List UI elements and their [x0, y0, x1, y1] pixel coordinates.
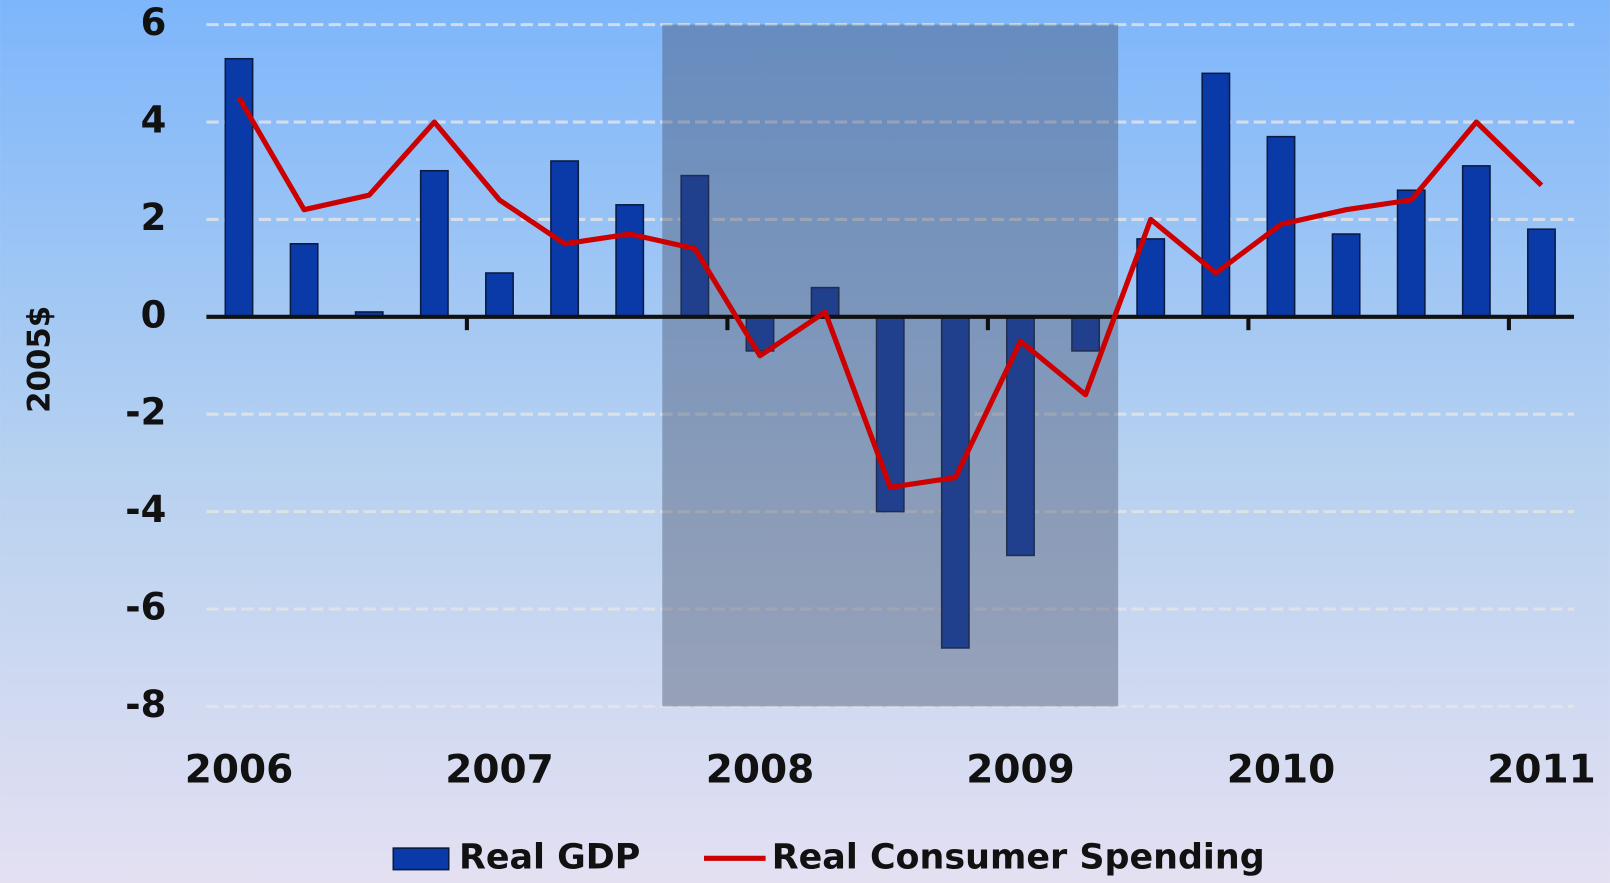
- x-tick-label: 2011: [1487, 748, 1596, 793]
- x-tick-label: 2009: [966, 748, 1075, 793]
- y-axis-label: 2005$: [22, 306, 58, 413]
- legend-label: Real Consumer Spending: [772, 837, 1265, 877]
- line: [236, 96, 1544, 490]
- bar: [1461, 165, 1491, 318]
- y-tick-label: -2: [125, 391, 166, 434]
- y-tick-label: 4: [141, 99, 167, 142]
- bar: [224, 57, 254, 318]
- bar: [1527, 228, 1556, 318]
- x-tick-label: 2008: [706, 748, 815, 793]
- bar: [289, 243, 319, 318]
- bar: [1136, 238, 1166, 318]
- bar: [1331, 233, 1361, 318]
- bar: [1201, 72, 1231, 318]
- x-tick-label: 2010: [1227, 748, 1336, 793]
- legend-label: Real GDP: [459, 837, 640, 877]
- x-tick-label: 2007: [445, 748, 554, 793]
- x-tick-label: 2006: [185, 748, 294, 793]
- bar: [940, 316, 970, 649]
- y-tick-label: -8: [125, 683, 166, 726]
- bar: [875, 316, 905, 513]
- y-tick-label: 2: [141, 196, 167, 239]
- bar: [485, 272, 514, 318]
- y-tick-label: -6: [125, 586, 166, 629]
- recession-shade: [662, 24, 1119, 707]
- bar: [1396, 189, 1426, 318]
- y-tick-label: 0: [141, 293, 167, 336]
- legend-swatch: [392, 847, 450, 871]
- y-tick-label: 6: [141, 1, 167, 44]
- y-tick-label: -4: [125, 488, 166, 531]
- bar: [419, 169, 449, 318]
- bar: [615, 204, 645, 318]
